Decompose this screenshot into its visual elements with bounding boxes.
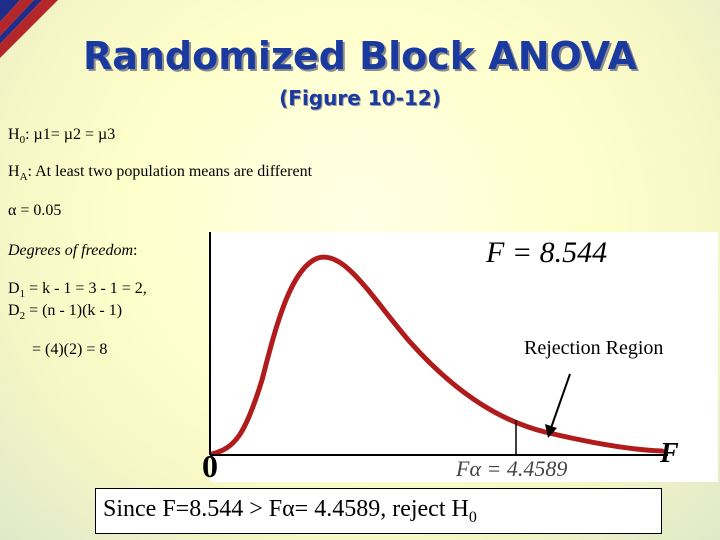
conclusion-box: Since F=8.544 > Fα= 4.4589, reject H0 — [95, 488, 662, 534]
dof-d2-result: = (4)(2) = 8 — [32, 341, 108, 358]
slide-title: Randomized Block ANOVA — [82, 34, 638, 78]
conclusion-sub: 0 — [468, 508, 477, 526]
dof-d2: D2 = (n - 1)(k - 1) — [8, 302, 123, 323]
alpha-level: α = 0.05 — [8, 202, 62, 219]
f-axis-label: F — [660, 438, 679, 469]
dof-d1: D1 = k - 1 = 3 - 1 = 2, — [8, 280, 147, 301]
dof-heading: Degrees of freedom: — [8, 242, 138, 259]
corner-decoration — [0, 0, 58, 58]
f-alpha-label: Fα = 4.4589 — [456, 456, 568, 481]
slide-subtitle: (Figure 10-12) — [279, 86, 441, 110]
rejection-arrow — [550, 373, 571, 429]
alternative-hypothesis: HA: At least two population means are di… — [8, 163, 313, 184]
f-statistic-label: F = 8.544 — [486, 236, 608, 269]
origin-label: 0 — [202, 448, 218, 484]
rejection-arrow-head — [545, 424, 557, 438]
conclusion-text: Since F=8.544 > Fα= 4.4589, reject H — [103, 496, 469, 522]
plot-background — [210, 232, 718, 482]
null-hypothesis: H0: µ1= µ2 = µ3 — [8, 126, 116, 147]
rejection-region-label: Rejection Region — [524, 337, 664, 359]
